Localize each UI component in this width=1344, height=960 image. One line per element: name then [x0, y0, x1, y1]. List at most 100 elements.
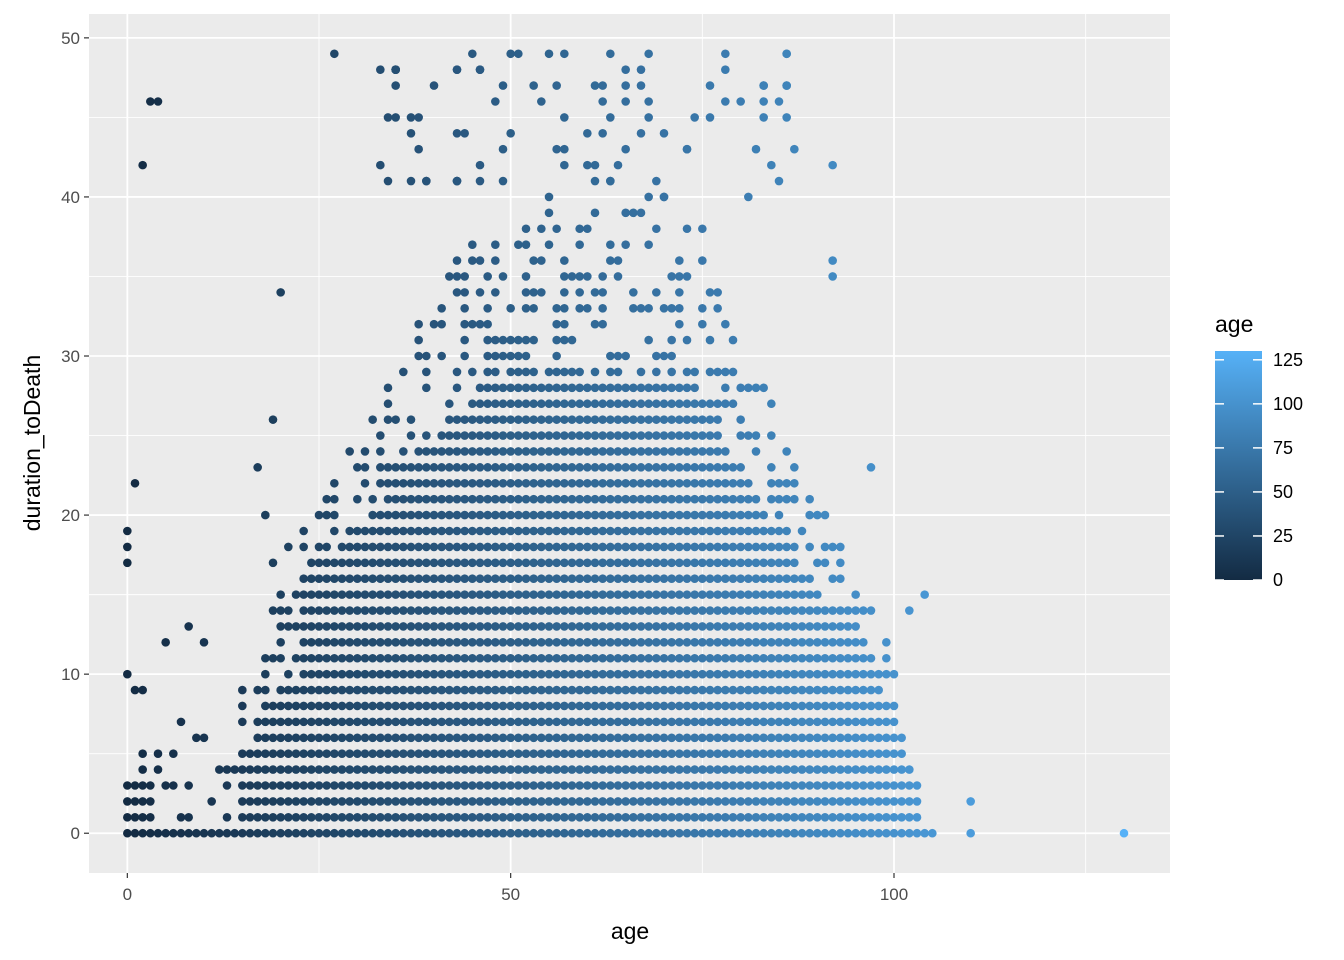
data-point [314, 781, 324, 790]
data-point [606, 240, 615, 249]
data-point [713, 781, 722, 790]
data-point [828, 733, 837, 743]
data-point [797, 638, 807, 647]
data-point [751, 701, 761, 711]
data-point [836, 765, 845, 774]
data-point [383, 653, 393, 663]
data-point [721, 574, 730, 584]
data-point [905, 781, 914, 790]
data-point [652, 176, 661, 186]
data-point [598, 272, 607, 281]
data-point [391, 510, 400, 520]
data-point [882, 733, 891, 743]
data-point [368, 574, 377, 584]
data-point [598, 733, 607, 743]
data-point [491, 240, 500, 249]
data-point [299, 590, 308, 599]
data-point [491, 463, 500, 472]
data-point [491, 701, 500, 711]
data-point [851, 669, 860, 679]
data-point [636, 399, 646, 409]
data-point [874, 701, 883, 711]
data-point [583, 828, 592, 838]
data-point [130, 781, 140, 790]
data-point [721, 383, 730, 393]
data-point [506, 494, 515, 504]
data-point [659, 638, 669, 647]
data-point [376, 669, 385, 679]
data-point [629, 749, 638, 758]
data-point [429, 765, 439, 774]
data-point [782, 590, 791, 599]
data-point [713, 431, 722, 440]
data-point [567, 447, 577, 456]
data-point [767, 813, 776, 822]
data-point [751, 590, 761, 599]
data-point [583, 653, 592, 663]
data-point [621, 97, 630, 106]
data-point [606, 113, 615, 122]
data-point [330, 606, 339, 615]
data-point [468, 367, 477, 377]
data-point [245, 781, 255, 790]
data-point [483, 272, 492, 281]
data-point [123, 558, 132, 568]
data-point [399, 797, 408, 806]
data-point [659, 192, 669, 202]
data-point [644, 638, 653, 647]
data-point [575, 272, 584, 281]
data-point [598, 701, 607, 711]
data-point [491, 526, 500, 536]
data-point [682, 653, 692, 663]
data-point [498, 351, 508, 361]
data-point [506, 749, 515, 758]
data-point [552, 224, 561, 234]
data-point [184, 781, 193, 790]
data-point [445, 638, 454, 647]
data-point [805, 813, 814, 822]
data-point [284, 797, 293, 806]
data-point [153, 749, 163, 758]
data-point [721, 765, 730, 774]
data-point [675, 542, 684, 552]
data-point [667, 272, 676, 281]
data-point [399, 701, 408, 711]
data-point [721, 685, 730, 695]
data-point [483, 303, 492, 313]
data-point [376, 478, 385, 488]
data-point [353, 574, 362, 584]
data-point [414, 463, 423, 472]
data-point [376, 685, 385, 695]
data-point [598, 558, 607, 568]
data-point [215, 765, 224, 774]
x-tick-label: 100 [880, 885, 908, 904]
data-point [629, 526, 638, 536]
data-point [606, 542, 615, 552]
data-point [744, 478, 753, 488]
data-point [491, 542, 500, 552]
data-point [567, 685, 577, 695]
data-point [468, 606, 477, 615]
data-point [606, 463, 615, 472]
data-point [460, 653, 469, 663]
data-point [544, 526, 554, 536]
data-point [514, 765, 523, 774]
data-point [690, 733, 699, 743]
data-point [230, 765, 239, 774]
data-point [475, 65, 485, 74]
data-point [491, 447, 500, 456]
data-point [836, 622, 845, 631]
data-point [337, 622, 347, 631]
data-point [590, 176, 600, 186]
data-point [353, 638, 362, 647]
data-point [491, 399, 500, 409]
data-point [828, 685, 837, 695]
data-point [353, 494, 362, 504]
data-point [606, 49, 615, 59]
data-point [422, 590, 431, 599]
data-point [736, 97, 745, 106]
data-point [736, 765, 745, 774]
data-point [544, 606, 554, 615]
data-point [843, 606, 853, 615]
data-point [138, 765, 147, 774]
